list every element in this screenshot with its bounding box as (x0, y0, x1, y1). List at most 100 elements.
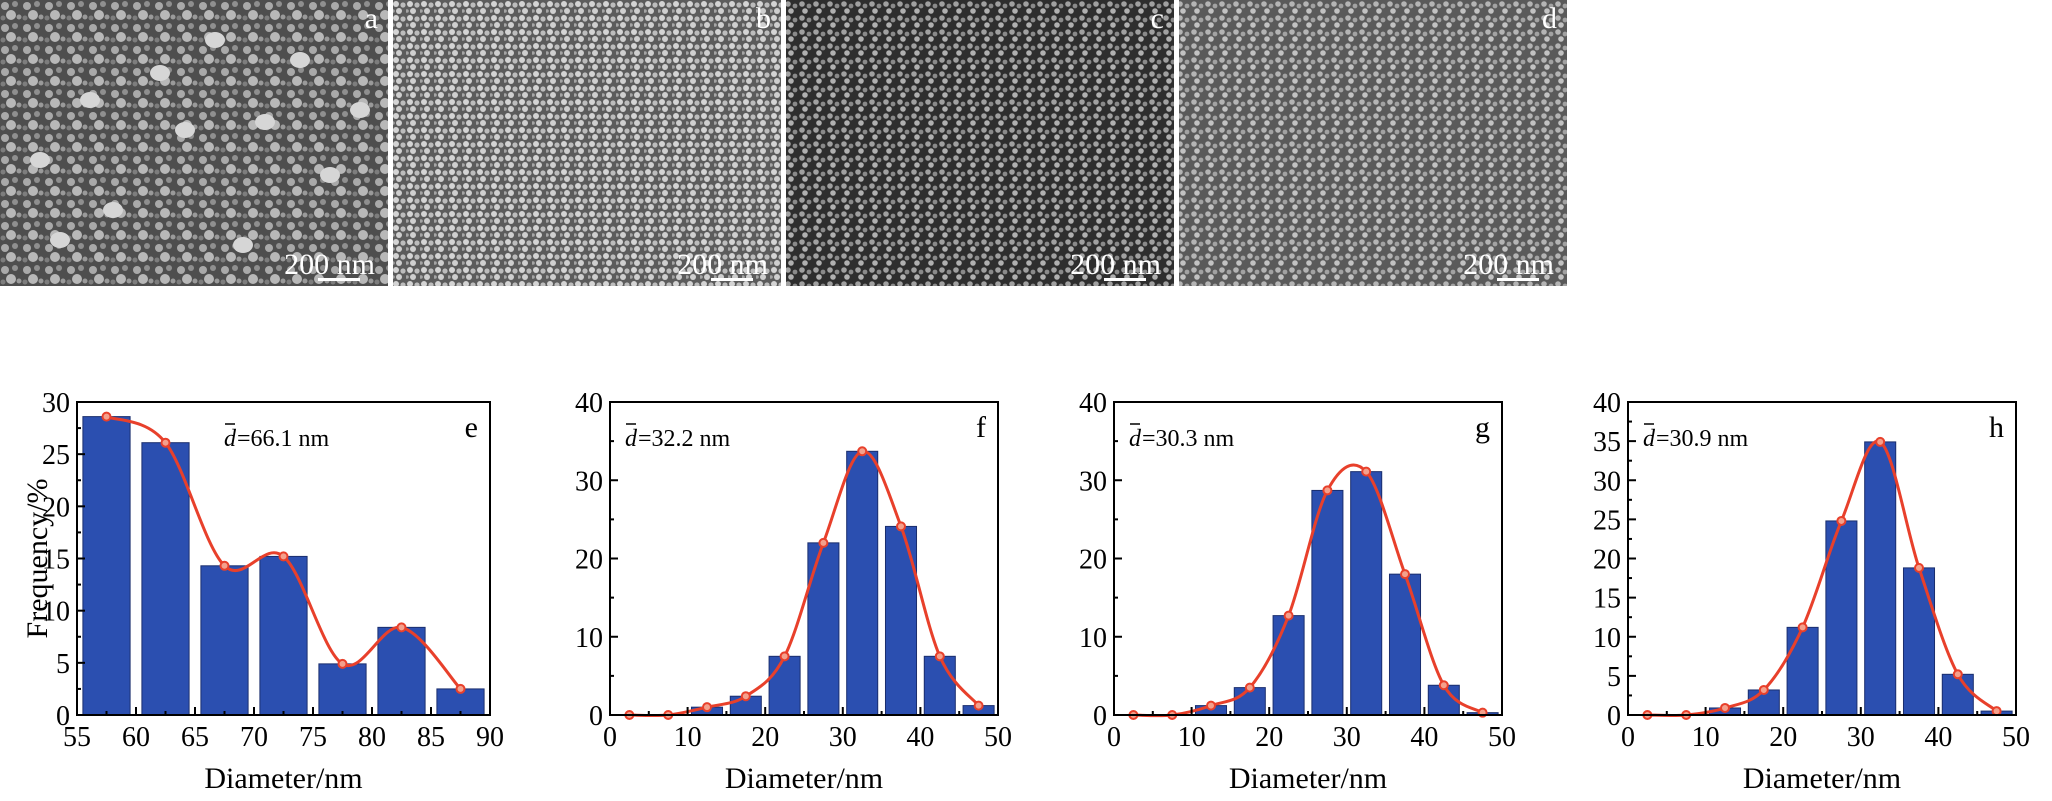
x-tick-label: 50 (984, 722, 1012, 753)
y-axis-title: Frequency/% (21, 479, 54, 639)
x-tick-label: 30 (1847, 722, 1875, 753)
y-tick-label: 0 (1093, 701, 1107, 732)
large-particle (175, 122, 195, 138)
y-tick-label: 10 (575, 623, 603, 654)
x-tick-label: 40 (1410, 722, 1438, 753)
fit-point (740, 691, 751, 702)
sem-panel-b: b 200 nm (393, 0, 781, 286)
fit-point (1991, 706, 2002, 717)
histogram-bar (318, 663, 367, 716)
scale-bar (1497, 278, 1539, 281)
scale-bar-label: 200 nm (677, 248, 768, 281)
fit-point (1400, 569, 1410, 580)
histogram-bar (377, 626, 426, 716)
histogram-bar (1941, 673, 1974, 716)
y-tick-label: 5 (1607, 662, 1621, 693)
x-tick-label: 80 (358, 722, 386, 753)
fit-point (1361, 466, 1372, 477)
y-tick-label: 10 (1593, 623, 1621, 654)
sem-panel-letter: c (1151, 2, 1164, 35)
sem-micrograph-image (393, 0, 781, 286)
fit-point (1875, 436, 1886, 447)
sem-panel-d: d 200 nm (1179, 0, 1567, 286)
x-tick-label: 0 (603, 722, 617, 753)
histogram-bar (1864, 441, 1897, 716)
fit-point (934, 651, 945, 662)
fit-curve (1647, 439, 1998, 718)
y-tick-label: 40 (575, 388, 603, 419)
large-particle (350, 102, 370, 118)
sem-panel-letter: a (365, 2, 378, 35)
sem-panel-c: c 200 nm (786, 0, 1174, 286)
histogram-bar (1350, 471, 1383, 716)
large-particle (30, 152, 50, 168)
histogram-panel-g: 0 10 20 30 40 50 0 10 20 30 40 Diameter/nm g d =30.3 n… (1079, 388, 1516, 795)
scale-bar (711, 278, 753, 281)
scale-bar (318, 278, 360, 281)
fit-point (1836, 515, 1847, 526)
histogram-bar (807, 542, 840, 716)
histogram-panel-f: 0 10 20 30 40 50 0 10 20 30 40 Diameter/nm f d =32.2 n… (575, 388, 1012, 795)
fit-point (1952, 669, 1963, 680)
histogram-row: 55 60 65 70 75 80 85 90051015202530Diameter/nmF… (21, 388, 2030, 795)
fit-point (219, 560, 230, 571)
panel-letter: h (1989, 411, 2004, 444)
x-tick-label: 50 (1488, 722, 1516, 753)
y-tick-label: 30 (1079, 466, 1107, 497)
y-tick-label: 25 (42, 440, 70, 471)
mean-diameter-value: =30.9 nm (1656, 426, 1749, 452)
mean-diameter-value: =30.3 nm (1142, 426, 1235, 452)
x-tick-label: 20 (751, 722, 779, 753)
sem-panel-letter: d (1542, 2, 1557, 35)
large-particle (290, 52, 310, 68)
panel-letter: f (976, 411, 986, 444)
fit-point (857, 446, 868, 457)
fit-point (1283, 610, 1294, 621)
fit-point (779, 651, 790, 662)
fit-point (1797, 622, 1808, 633)
histogram-bar (923, 655, 956, 716)
histogram-bar (1786, 626, 1819, 716)
fit-point (160, 437, 171, 448)
histogram-panel-e: 55 60 65 70 75 80 85 90 0 5 10 15 20 25 30 Diameter/nm F… (21, 388, 504, 795)
histogram-bar (141, 442, 190, 716)
scale-bar-label: 200 nm (284, 248, 375, 281)
y-tick-label: 0 (1607, 701, 1621, 732)
y-tick-label: 25 (1593, 505, 1621, 536)
y-tick-label: 40 (1079, 388, 1107, 419)
x-tick-label: 30 (829, 722, 857, 753)
y-tick-label: 15 (1593, 584, 1621, 615)
histogram-bar (768, 655, 801, 716)
fit-point (973, 700, 984, 711)
fit-point (818, 537, 829, 548)
y-tick-label: 30 (575, 466, 603, 497)
x-tick-label: 85 (417, 722, 445, 753)
x-tick-label: 50 (2002, 722, 2030, 753)
histogram-bar (1272, 615, 1305, 716)
sem-panel-a: a 200 nm (0, 0, 388, 286)
y-tick-label: 30 (42, 388, 70, 419)
large-particle (50, 232, 70, 248)
y-tick-label: 35 (1593, 427, 1621, 458)
y-tick-label: 0 (589, 701, 603, 732)
y-tick-label: 15 (42, 545, 70, 576)
fit-point (337, 658, 348, 669)
histogram-bar (82, 416, 131, 716)
sem-panel-letter: b (756, 2, 771, 35)
large-particle (233, 237, 253, 253)
large-particle (80, 92, 100, 108)
histogram-panel-h: 0 10 20 30 40 500510152025303540Diameter/nmhd… (1593, 388, 2030, 795)
histogram-bar (884, 525, 918, 716)
fit-point (455, 683, 466, 694)
fit-point (101, 411, 112, 422)
fit-point (896, 521, 906, 532)
mean-diameter-value: =32.2 nm (638, 426, 731, 452)
fit-point (1322, 485, 1333, 496)
y-tick-label: 30 (1593, 466, 1621, 497)
fit-curve (629, 449, 980, 718)
x-axis-title: Diameter/nm (204, 762, 362, 795)
fit-point (1914, 562, 1924, 573)
x-tick-label: 0 (1621, 722, 1635, 753)
sem-image-row: a 200 nm b 200 nm c 200 nm d 200 nm (0, 0, 1567, 286)
x-tick-label: 10 (1692, 722, 1720, 753)
